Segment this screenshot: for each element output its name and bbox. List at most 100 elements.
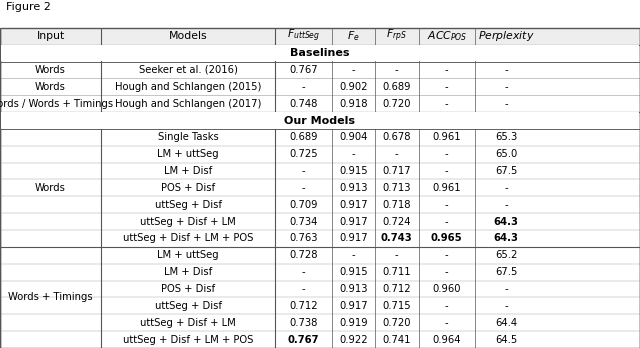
Text: 0.918: 0.918 [339,99,367,109]
Text: 64.3: 64.3 [494,216,518,227]
Text: Words: Words [35,82,66,92]
Text: Words: Words [35,183,66,193]
Text: 0.902: 0.902 [339,82,367,92]
Text: Seeker et al. (2016): Seeker et al. (2016) [139,65,237,75]
Text: 0.904: 0.904 [339,132,367,142]
Text: 0.919: 0.919 [339,318,367,328]
Text: 0.743: 0.743 [381,234,413,244]
Text: uttSeg + Disf + LM: uttSeg + Disf + LM [140,216,236,227]
Text: -: - [351,149,355,159]
Text: 0.724: 0.724 [383,216,411,227]
Text: 65.0: 65.0 [495,149,517,159]
Text: Hough and Schlangen (2015): Hough and Schlangen (2015) [115,82,261,92]
Text: 64.5: 64.5 [495,334,517,345]
Text: -: - [445,200,449,210]
Text: 0.715: 0.715 [383,301,411,311]
Text: -: - [301,166,305,176]
Text: Words: Words [35,65,66,75]
Text: -: - [395,149,399,159]
Text: -: - [504,82,508,92]
Text: 65.3: 65.3 [495,132,517,142]
Text: 0.917: 0.917 [339,200,367,210]
Text: $Perplexity$: $Perplexity$ [478,29,534,43]
Text: POS + Disf: POS + Disf [161,183,215,193]
Text: 64.4: 64.4 [495,318,517,328]
Text: LM + uttSeg: LM + uttSeg [157,250,219,260]
Text: $ACC_{POS}$: $ACC_{POS}$ [426,29,467,43]
Text: 0.922: 0.922 [339,334,367,345]
Text: 0.717: 0.717 [383,166,411,176]
Text: -: - [445,318,449,328]
Text: -: - [301,183,305,193]
Text: -: - [504,200,508,210]
Text: 0.767: 0.767 [287,334,319,345]
Text: 67.5: 67.5 [495,166,517,176]
Text: 0.738: 0.738 [289,318,317,328]
Text: -: - [445,65,449,75]
Text: 0.767: 0.767 [289,65,317,75]
Text: 0.763: 0.763 [289,234,317,244]
Text: -: - [445,250,449,260]
Text: LM + Disf: LM + Disf [164,267,212,277]
Text: Words / Words + Timings: Words / Words + Timings [0,99,113,109]
Text: -: - [504,99,508,109]
Text: -: - [445,99,449,109]
Text: -: - [301,267,305,277]
Text: -: - [395,65,399,75]
Text: -: - [351,65,355,75]
Text: -: - [301,284,305,294]
Text: 0.689: 0.689 [289,132,317,142]
Text: LM + uttSeg: LM + uttSeg [157,149,219,159]
Text: 0.720: 0.720 [383,318,411,328]
Text: 0.689: 0.689 [383,82,411,92]
Text: 0.748: 0.748 [289,99,317,109]
Text: Input: Input [36,31,65,41]
Text: LM + Disf: LM + Disf [164,166,212,176]
Text: -: - [445,166,449,176]
Text: 0.728: 0.728 [289,250,317,260]
Text: 0.711: 0.711 [383,267,411,277]
Text: Our Models: Our Models [285,116,355,126]
Text: 0.712: 0.712 [383,284,411,294]
Text: uttSeg + Disf: uttSeg + Disf [155,301,221,311]
Text: -: - [445,149,449,159]
Text: $F_{rpS}$: $F_{rpS}$ [387,28,407,45]
Text: 0.718: 0.718 [383,200,411,210]
Text: 0.725: 0.725 [289,149,317,159]
Text: -: - [445,216,449,227]
Text: 65.2: 65.2 [495,250,517,260]
Text: 0.720: 0.720 [383,99,411,109]
Text: -: - [504,183,508,193]
Text: uttSeg + Disf + LM + POS: uttSeg + Disf + LM + POS [123,234,253,244]
Text: 0.734: 0.734 [289,216,317,227]
Bar [1,112,639,129]
Text: 0.913: 0.913 [339,284,367,294]
Text: -: - [395,250,399,260]
Text: 0.961: 0.961 [433,132,461,142]
Text: 0.961: 0.961 [433,183,461,193]
Text: Models: Models [169,31,207,41]
Text: Figure 2: Figure 2 [6,2,51,12]
Text: 0.964: 0.964 [433,334,461,345]
Text: Our Models: Our Models [285,116,355,126]
Text: Words + Timings: Words + Timings [8,292,93,302]
Text: 0.741: 0.741 [383,334,411,345]
Text: -: - [504,301,508,311]
Text: 0.915: 0.915 [339,166,367,176]
Text: 0.917: 0.917 [339,216,367,227]
Text: uttSeg + Disf: uttSeg + Disf [155,200,221,210]
Text: -: - [351,250,355,260]
Text: -: - [445,82,449,92]
Text: -: - [301,82,305,92]
Text: $F_e$: $F_e$ [347,29,360,43]
Text: Baselines: Baselines [291,48,349,58]
Text: 67.5: 67.5 [495,267,517,277]
Text: -: - [445,267,449,277]
Text: uttSeg + Disf + LM + POS: uttSeg + Disf + LM + POS [123,334,253,345]
Text: 0.913: 0.913 [339,183,367,193]
Text: 0.678: 0.678 [383,132,411,142]
Text: Baselines: Baselines [291,48,349,58]
Text: -: - [445,301,449,311]
Text: 0.917: 0.917 [339,234,367,244]
Text: 0.917: 0.917 [339,301,367,311]
